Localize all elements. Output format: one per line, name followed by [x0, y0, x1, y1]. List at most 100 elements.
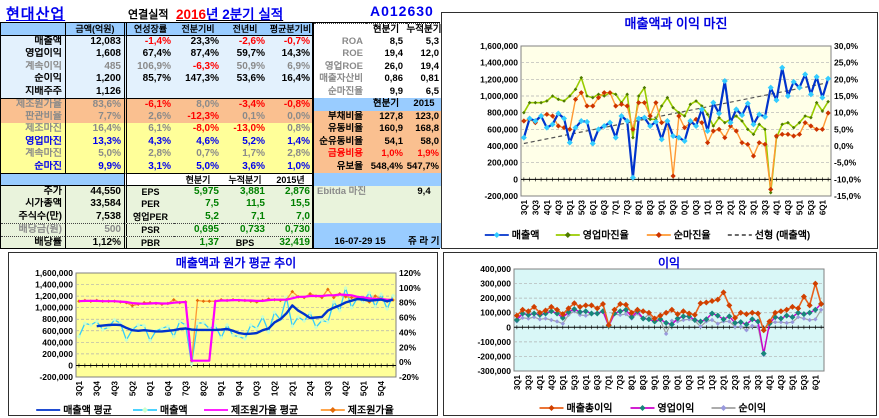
table-cell[interactable]: 0,0%	[268, 110, 313, 123]
table-cell[interactable]: 1,4%	[268, 135, 313, 148]
table-cell[interactable]: 순이익	[1, 73, 65, 86]
table-cell[interactable]: 0,730	[268, 223, 313, 236]
table-cell[interactable]: 5,975	[174, 185, 222, 198]
table-cell[interactable]: 8,0%	[174, 98, 222, 111]
table-cell[interactable]: 1,200	[65, 73, 124, 86]
table-cell[interactable]: 0,7%	[174, 148, 222, 161]
table-cell[interactable]: 제조원가율	[1, 98, 65, 111]
table-cell[interactable]: 12,0	[406, 48, 442, 61]
table-cell[interactable]: -13,0%	[222, 123, 268, 136]
table-cell[interactable]: ROA	[314, 35, 366, 48]
profit-chart[interactable]: 400,000 300,000 200,000 100,000 0 -100,000 -20…	[443, 252, 877, 416]
table-cell[interactable]: PBR	[124, 235, 174, 248]
ratio-table[interactable]: 현분기 누적분기 ROA 8,5 5,3 ROE 19,4 12,0 영업ROE 26,0 19,4…	[312, 22, 442, 249]
table-cell[interactable]: -0,7%	[268, 35, 313, 48]
table-cell[interactable]: 7,538	[65, 210, 124, 223]
table-cell[interactable]: -0,8%	[268, 98, 313, 111]
table-cell[interactable]: 순유동비율	[314, 135, 366, 148]
table-cell[interactable]: 16,4%	[65, 123, 124, 136]
table-cell[interactable]: 쥬 라 기	[406, 235, 442, 248]
table-cell[interactable]: 85,7%	[124, 73, 174, 86]
table-cell[interactable]: 0,695	[174, 223, 222, 236]
table-cell[interactable]	[366, 223, 406, 236]
table-cell[interactable]: 0,86	[366, 73, 406, 86]
table-cell[interactable]: 평균분기비	[268, 23, 313, 36]
table-cell[interactable]: 8,5	[366, 35, 406, 48]
table-cell[interactable]: 2015	[406, 98, 442, 111]
table-cell[interactable]: 5,0%	[174, 160, 222, 173]
revenue-margin-chart[interactable]: 1,600,000 1,400,000 1,200,000 1,000,000 800,…	[441, 12, 878, 249]
table-cell[interactable]: PER	[124, 198, 174, 211]
table-cell[interactable]: 19,4	[366, 48, 406, 61]
table-cell[interactable]: 547,7%	[406, 160, 442, 173]
table-cell[interactable]: BPS	[222, 235, 268, 248]
table-cell[interactable]: 현분기	[366, 98, 406, 111]
table-cell[interactable]: Ebitda 마진	[314, 185, 406, 198]
table-cell[interactable]	[366, 173, 406, 186]
table-cell[interactable]: 500	[65, 223, 124, 236]
table-cell[interactable]: 2,876	[268, 185, 313, 198]
table-cell[interactable]: 44,550	[65, 185, 124, 198]
table-cell[interactable]: -6,3%	[174, 60, 222, 73]
table-cell[interactable]: 배당금(원)	[1, 223, 65, 236]
table-cell[interactable]: 83,6%	[65, 98, 124, 111]
table-cell[interactable]: 순마진율	[314, 85, 366, 98]
table-cell[interactable]: 14,3%	[268, 48, 313, 61]
table-cell[interactable]: 0,1%	[222, 110, 268, 123]
table-cell[interactable]: 7,7%	[65, 110, 124, 123]
table-cell[interactable]: -1,4%	[124, 35, 174, 48]
table-cell[interactable]: 매출자산비	[314, 73, 366, 86]
table-cell[interactable]: 연성장률	[124, 23, 174, 36]
table-cell[interactable]: 3,881	[222, 185, 268, 198]
table-cell[interactable]: 160,9	[366, 123, 406, 136]
table-cell[interactable]: 7,0	[268, 210, 313, 223]
table-cell[interactable]: 4,3%	[124, 135, 174, 148]
table-cell[interactable]: 23,3%	[174, 35, 222, 48]
table-cell[interactable]: 유보율	[314, 160, 366, 173]
table-cell[interactable]: 5,2%	[222, 135, 268, 148]
table-cell[interactable]: 1,37	[174, 235, 222, 248]
table-cell[interactable]: 1,608	[65, 48, 124, 61]
table-cell[interactable]: -12,3%	[174, 110, 222, 123]
revenue-cost-chart[interactable]: 1,600,000 1,400,000 1,200,000 1,000,000 800,…	[8, 252, 438, 417]
table-cell[interactable]: 106,9%	[124, 60, 174, 73]
table-cell[interactable]: 제조마진	[1, 123, 65, 136]
table-cell[interactable]: 1,0%	[366, 148, 406, 161]
table-cell[interactable]: 2,8%	[268, 148, 313, 161]
table-cell[interactable]: 0,8%	[268, 123, 313, 136]
table-cell[interactable]: 누적분기	[406, 23, 442, 36]
table-cell[interactable]: 주가	[1, 185, 65, 198]
table-cell[interactable]: 계속이익	[1, 60, 65, 73]
table-cell[interactable]: 3,1%	[124, 160, 174, 173]
table-cell[interactable]: 5,3	[406, 35, 442, 48]
table-cell[interactable]: 1,0%	[268, 160, 313, 173]
table-cell[interactable]: 67,4%	[124, 48, 174, 61]
table-cell[interactable]: 147,3%	[174, 73, 222, 86]
table-cell[interactable]: 0,81	[406, 73, 442, 86]
table-cell[interactable]: 16,4%	[268, 73, 313, 86]
table-cell[interactable]	[406, 173, 442, 186]
table-cell[interactable]: 54,1	[366, 135, 406, 148]
table-cell[interactable]: 부채비율	[314, 110, 366, 123]
table-cell[interactable]: 순마진	[1, 160, 65, 173]
table-cell[interactable]: 0,733	[222, 223, 268, 236]
table-cell[interactable]: 시가총액	[1, 198, 65, 211]
table-cell[interactable]: 전년비	[222, 23, 268, 36]
table-cell[interactable]: 15,5	[268, 198, 313, 211]
table-cell[interactable]	[314, 23, 366, 36]
table-cell[interactable]: 59,7%	[222, 48, 268, 61]
table-cell[interactable]: 11,5	[222, 198, 268, 211]
table-cell[interactable]: 현분기	[174, 173, 222, 186]
table-cell[interactable]	[124, 85, 174, 98]
table-cell[interactable]: 7,5	[174, 198, 222, 211]
table-cell[interactable]: 6,9%	[268, 60, 313, 73]
table-cell[interactable]: -6,1%	[124, 98, 174, 111]
table-cell[interactable]	[366, 198, 406, 211]
table-cell[interactable]: 주식수(만)	[1, 210, 65, 223]
table-cell[interactable]: 548,4%	[366, 160, 406, 173]
table-cell[interactable]: 127,8	[366, 110, 406, 123]
table-cell[interactable]	[268, 85, 313, 98]
table-cell[interactable]: 계속마진	[1, 148, 65, 161]
table-cell[interactable]: 53,6%	[222, 73, 268, 86]
table-cell[interactable]: 2,6%	[124, 110, 174, 123]
